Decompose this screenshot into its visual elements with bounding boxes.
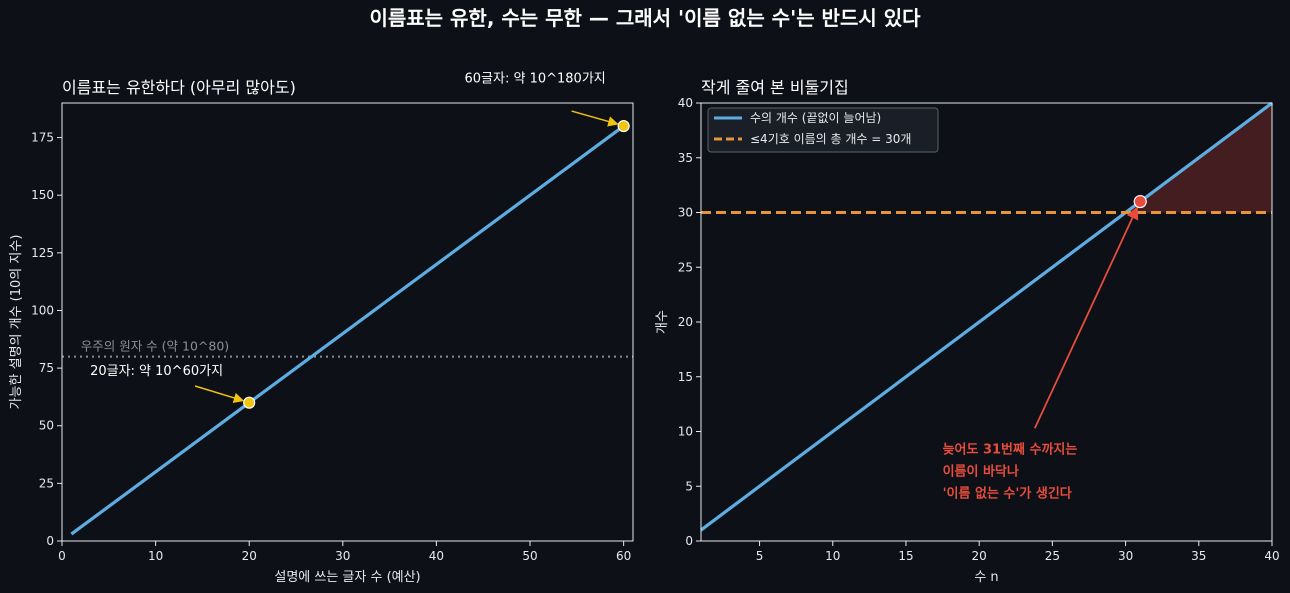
y-tick-label: 150 [31,188,54,202]
crossing-point-marker [1133,194,1147,209]
left-chart: 이름표는 유한하다 (아무리 많아도) 우주의 원자 수 (약 10^80) 0… [9,71,634,585]
y-tick-label: 5 [685,479,693,493]
y-tick-label: 30 [678,206,693,220]
x-tick-label: 20 [242,549,257,563]
description-count-line [70,124,625,536]
x-tick-label: 20 [972,549,987,563]
left-x-axis-label: 설명에 쓰는 글자 수 (예산) [274,570,420,585]
annotation-arrow [1033,206,1139,429]
annotation-text-line: 늦어도 31번째 수까지는 [943,441,1078,457]
x-tick-label: 40 [1264,549,1279,563]
reference-line-label: 우주의 원자 수 (약 10^80) [81,339,229,354]
numbers-count-line [700,101,1273,532]
legend: 수의 개수 (끝없이 늘어남) ≤4기호 이름의 총 개수 = 30개 [707,107,939,153]
x-tick-label: 10 [148,549,163,563]
y-tick-label: 175 [31,131,54,145]
right-axis-ticks: 5 10 15 20 25 30 35 40 0 5 10 15 20 25 30 35 40 [678,96,1280,563]
x-tick-label: 5 [756,549,764,563]
left-y-axis-label: 가능한 설명의 개수 (10의 지수) [9,235,24,410]
marker-arrow [571,110,619,127]
right-y-axis-label: 개수 [655,310,670,334]
y-tick-label: 100 [31,303,54,317]
y-tick-label: 0 [685,534,693,548]
x-tick-label: 40 [429,549,444,563]
left-plot-frame [61,102,634,542]
figure-title: 이름표는 유한, 수는 무한 — 그래서 '이름 없는 수'는 반드시 있다 [369,6,921,30]
x-tick-label: 15 [898,549,913,563]
marker-point [243,396,256,409]
y-tick-label: 25 [39,476,54,490]
y-tick-label: 15 [678,370,693,384]
legend-label-numbers: 수의 개수 (끝없이 늘어남) [750,111,881,125]
y-tick-label: 35 [678,151,693,165]
x-tick-label: 25 [1045,549,1060,563]
right-plot-frame [700,102,1273,542]
y-tick-label: 50 [39,419,54,433]
left-chart-title: 이름표는 유한하다 (아무리 많아도) [62,78,296,97]
y-tick-label: 25 [678,260,693,274]
y-tick-label: 10 [678,425,693,439]
x-tick-label: 60 [616,549,631,563]
right-x-axis-label: 수 n [974,570,998,585]
x-tick-label: 30 [1118,549,1133,563]
y-tick-label: 125 [31,246,54,260]
left-reference: 우주의 원자 수 (약 10^80) [62,339,633,358]
left-axis-ticks: 0 10 20 30 40 50 60 0 25 50 75 100 125 150 175 [31,131,631,563]
y-tick-label: 40 [678,96,693,110]
annotation-text-line: 이름이 바닥나 [943,463,1019,479]
annotation-text-line: '이름 없는 수'가 생긴다 [943,485,1072,501]
y-tick-label: 20 [678,315,693,329]
y-tick-label: 0 [46,534,54,548]
legend-box [707,107,939,153]
x-tick-label: 30 [335,549,350,563]
legend-label-names: ≤4기호 이름의 총 개수 = 30개 [750,132,911,146]
left-series [70,124,625,536]
x-tick-label: 35 [1191,549,1206,563]
x-tick-label: 50 [522,549,537,563]
x-tick-label: 10 [825,549,840,563]
marker-point [617,119,630,133]
right-series [700,101,1273,532]
marker-label: 20글자: 약 10^60가지 [90,364,223,379]
marker-arrow [194,385,245,403]
left-annotations: 20글자: 약 10^60가지 60글자: 약 10^180가지 [90,71,630,409]
y-tick-label: 75 [39,361,54,375]
right-chart-title: 작게 줄여 본 비둘기집 [701,78,849,97]
marker-label: 60글자: 약 10^180가지 [465,71,606,86]
right-chart: 작게 줄여 본 비둘기집 5 10 15 20 25 30 35 40 0 5 10 15 20 25 30… [655,78,1280,585]
x-tick-label: 0 [58,549,66,563]
